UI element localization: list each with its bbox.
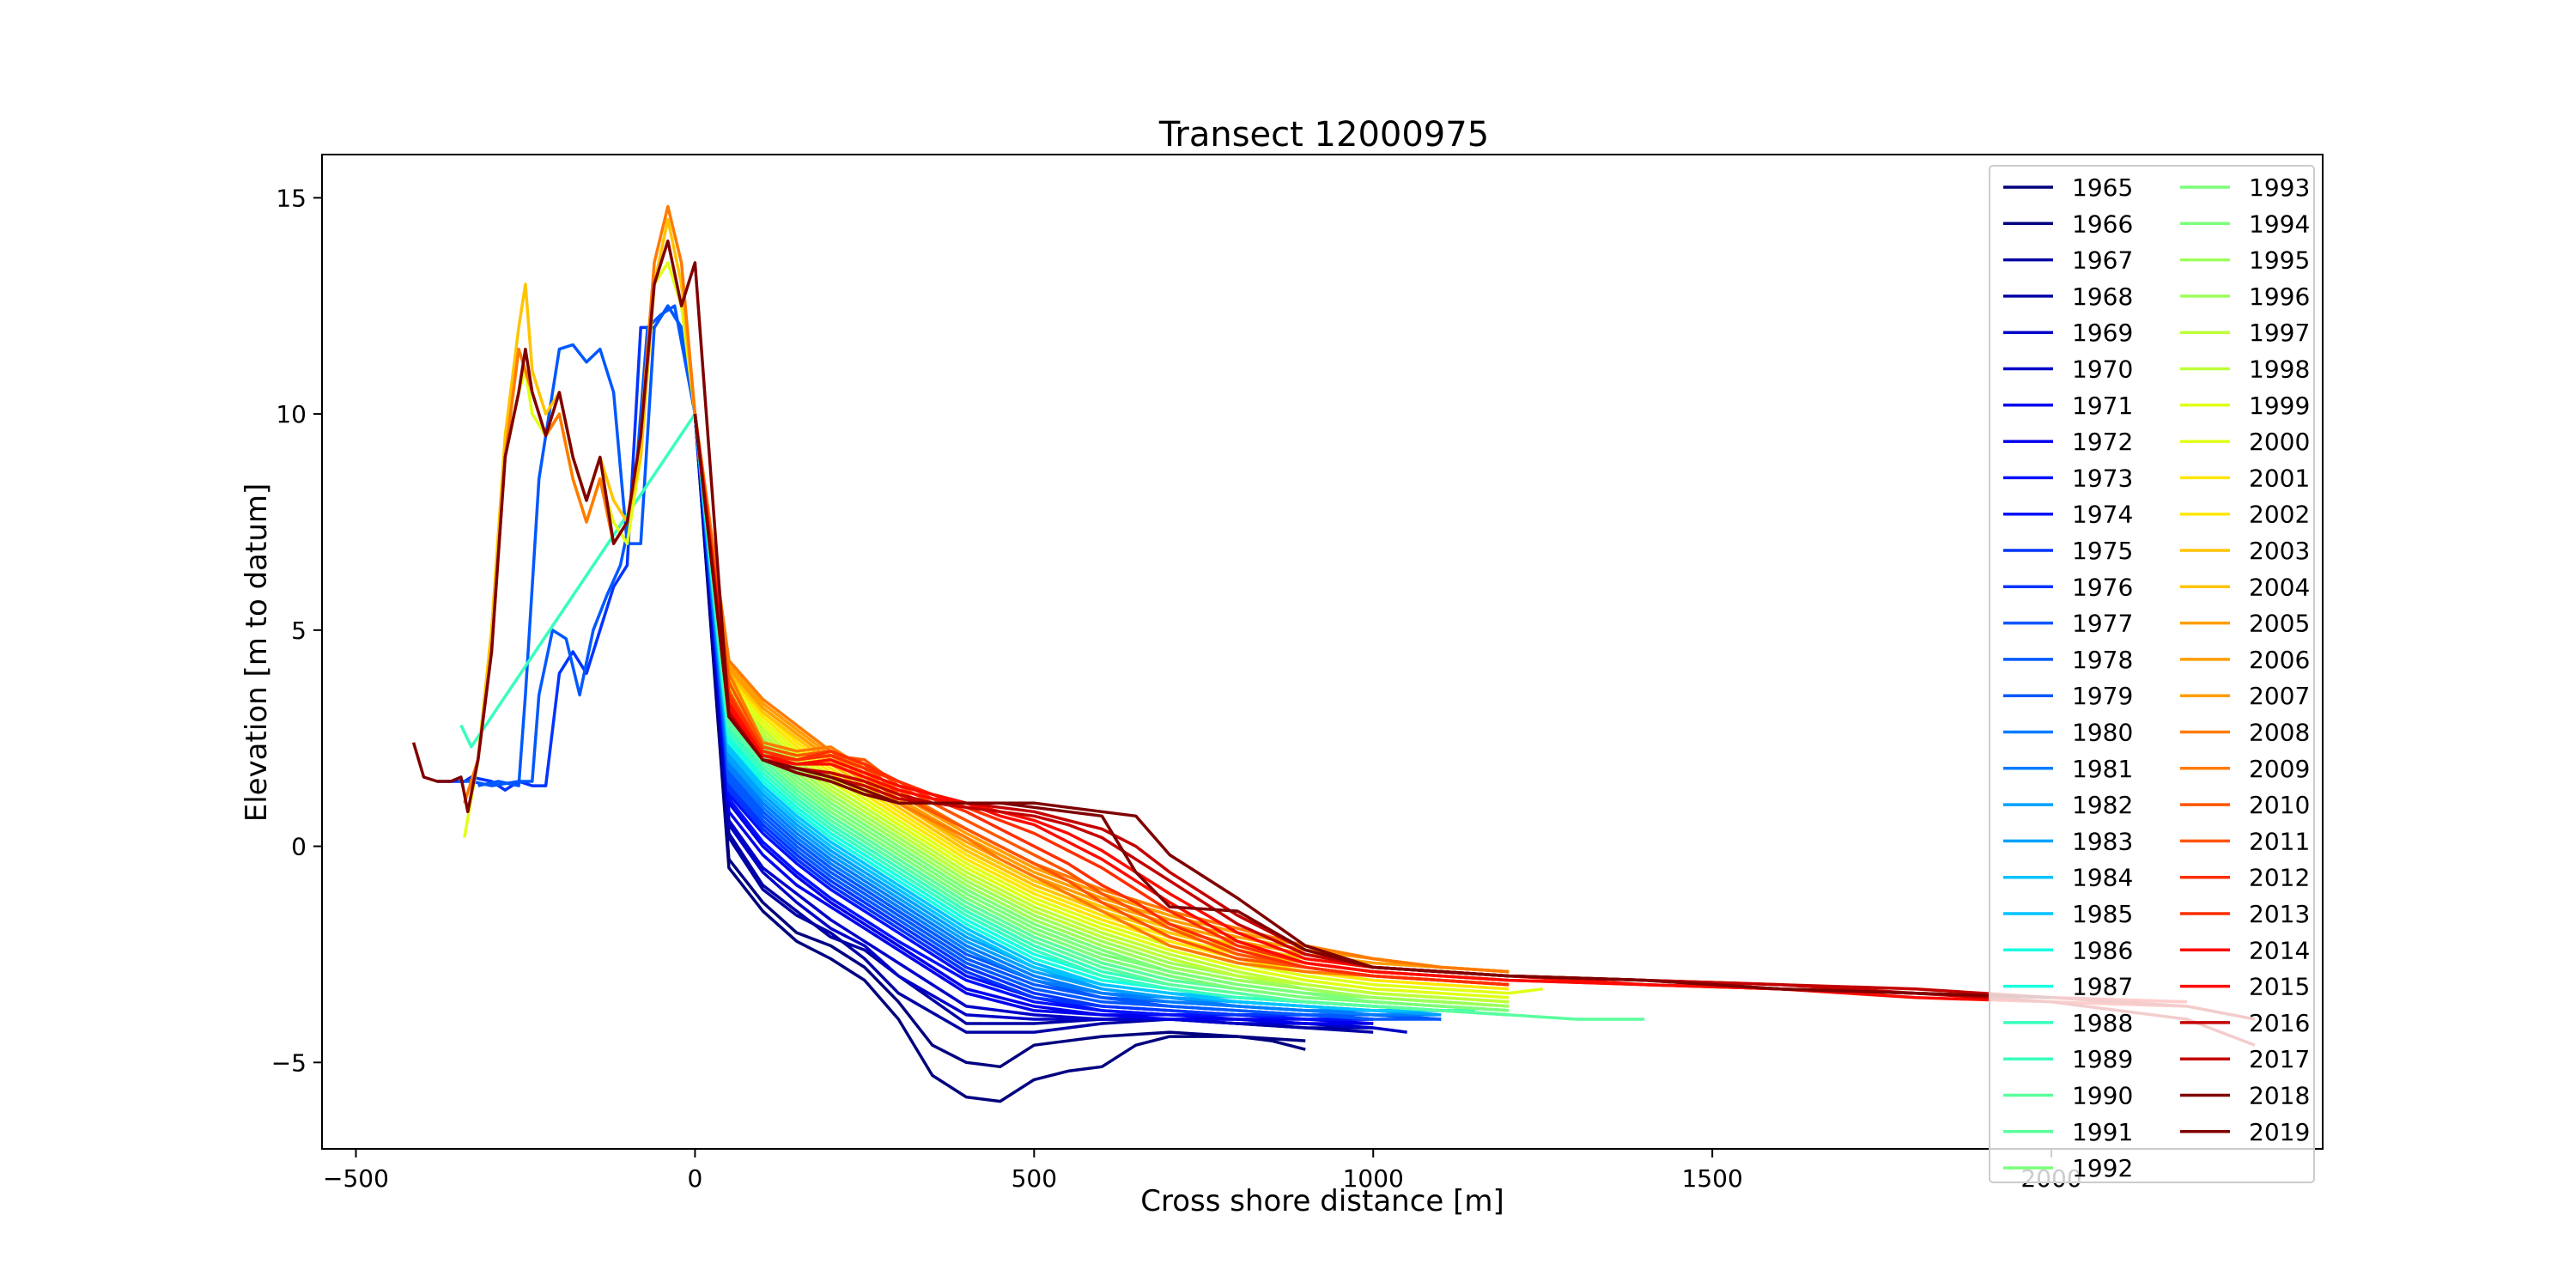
legend-label: 1996 — [2249, 283, 2310, 311]
series-line-1972 — [693, 413, 1374, 1025]
legend: 1965 1966 1967 1968 1969 1970 1971 1972 1973 1974… — [1989, 165, 2315, 1183]
legend-label: 2014 — [2249, 936, 2310, 964]
chart-title: Transect 12000975 — [1158, 115, 1489, 155]
legend-label: 2008 — [2249, 719, 2310, 747]
legend-label: 1984 — [2072, 864, 2133, 892]
legend-label: 1983 — [2072, 827, 2133, 855]
legend-label: 1997 — [2249, 319, 2310, 347]
series-line-2000 — [463, 261, 1543, 995]
series-layer — [411, 204, 2256, 1103]
legend-label: 2002 — [2249, 501, 2310, 529]
legend-label: 1978 — [2072, 646, 2133, 674]
series-line-2004 — [463, 217, 1510, 978]
series-line-1969 — [693, 413, 1374, 1030]
legend-label: 1970 — [2072, 355, 2133, 384]
legend-label: 1981 — [2072, 755, 2133, 783]
x-tick-label: 500 — [1012, 1164, 1057, 1193]
legend-label: 1971 — [2072, 392, 2133, 420]
series-line-2014 — [693, 413, 2188, 1008]
y-axis-label: Elevation [m to datum] — [240, 483, 274, 823]
legend-label: 2005 — [2249, 610, 2310, 638]
legend-label: 2003 — [2249, 537, 2310, 565]
legend-label: 2006 — [2249, 646, 2310, 674]
series-line-2019 — [411, 239, 2052, 999]
legend-label: 1992 — [2072, 1154, 2133, 1182]
legend-label: 1965 — [2072, 173, 2133, 202]
legend-label: 2007 — [2249, 682, 2310, 710]
legend-label: 2016 — [2249, 1009, 2310, 1037]
legend-label: 1967 — [2072, 246, 2133, 275]
legend-label: 2015 — [2249, 973, 2310, 1001]
legend-label: 2009 — [2249, 755, 2310, 783]
series-line-1999 — [693, 413, 1510, 999]
legend-label: 1976 — [2072, 573, 2133, 601]
legend-label: 1975 — [2072, 537, 2133, 565]
series-line-1992 — [693, 413, 1510, 1012]
series-line-1965 — [693, 413, 1306, 1103]
series-line-1996 — [693, 413, 1510, 1008]
series-line-1984 — [693, 413, 1442, 1012]
legend-label: 1991 — [2072, 1118, 2133, 1146]
legend-label: 1990 — [2072, 1082, 2133, 1110]
y-tick-label: 10 — [276, 400, 307, 428]
legend-label: 1999 — [2249, 392, 2310, 420]
legend-label: 1982 — [2072, 791, 2133, 819]
legend-label: 2011 — [2249, 827, 2310, 855]
legend-label: 1988 — [2072, 1009, 2133, 1037]
x-tick-label: 1000 — [1343, 1164, 1404, 1193]
series-line-2015 — [693, 413, 2188, 1004]
legend-label: 1974 — [2072, 501, 2133, 529]
legend-label: 1985 — [2072, 900, 2133, 928]
legend-label: 1968 — [2072, 283, 2133, 311]
y-tick-label: −5 — [271, 1048, 307, 1077]
legend-label: 1989 — [2072, 1045, 2133, 1073]
x-tick-label: −500 — [323, 1164, 389, 1193]
legend-label: 1966 — [2072, 210, 2133, 238]
series-line-1998 — [693, 413, 1510, 1004]
legend-label: 2010 — [2249, 791, 2310, 819]
legend-label: 2013 — [2249, 900, 2310, 928]
y-axis: −5 0 5 10 15 — [271, 184, 322, 1077]
legend-label: 2018 — [2249, 1082, 2310, 1110]
legend-label: 2017 — [2249, 1045, 2310, 1073]
legend-label: 1980 — [2072, 719, 2133, 747]
series-line-1981 — [693, 413, 1442, 1017]
legend-label: 1986 — [2072, 936, 2133, 964]
legend-label: 1998 — [2249, 355, 2310, 384]
y-tick-label: 15 — [276, 184, 307, 212]
x-tick-label: 1500 — [1682, 1164, 1743, 1193]
plot-frame — [321, 154, 2324, 1150]
legend-label: 1977 — [2072, 610, 2133, 638]
legend-label: 1993 — [2249, 173, 2310, 202]
legend-frame — [1989, 165, 2315, 1183]
legend-label: 1987 — [2072, 973, 2133, 1001]
legend-label: 1969 — [2072, 319, 2133, 347]
legend-label: 1994 — [2249, 210, 2310, 238]
legend-label: 1973 — [2072, 464, 2133, 492]
y-tick-label: 5 — [291, 617, 307, 645]
series-line-1997 — [693, 413, 1510, 1004]
legend-label: 2012 — [2249, 864, 2310, 892]
series-line-1966 — [693, 413, 1306, 1069]
legend-label: 1995 — [2249, 246, 2310, 275]
series-line-1977 — [458, 304, 1442, 1021]
series-line-2009 — [463, 204, 1510, 987]
legend-label: 2004 — [2249, 573, 2310, 601]
legend-label: 2001 — [2249, 464, 2310, 492]
x-tick-label: 0 — [687, 1164, 702, 1193]
legend-label: 2019 — [2249, 1118, 2310, 1146]
series-line-2001 — [693, 413, 1510, 991]
legend-label: 1979 — [2072, 682, 2133, 710]
legend-label: 2000 — [2249, 428, 2310, 456]
series-line-1990 — [693, 413, 1645, 1021]
y-tick-label: 0 — [291, 833, 307, 861]
x-axis-label: Cross shore distance [m] — [1140, 1184, 1504, 1218]
legend-label: 1972 — [2072, 428, 2133, 456]
